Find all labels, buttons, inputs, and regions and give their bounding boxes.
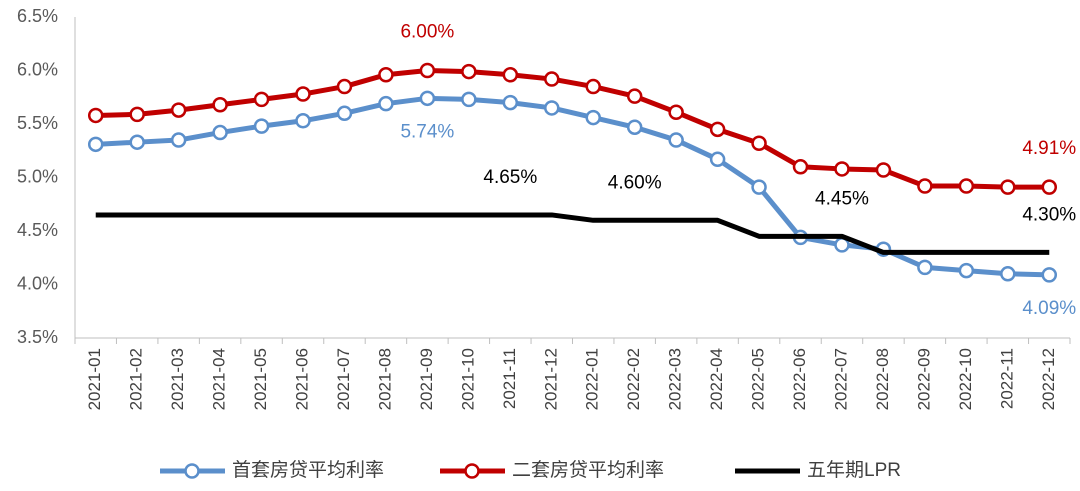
legend-label: 二套房贷平均利率 bbox=[512, 459, 664, 481]
point bbox=[87, 136, 104, 153]
point bbox=[170, 102, 187, 118]
point bbox=[295, 113, 311, 129]
legend-item: 首套房贷平均利率 bbox=[160, 459, 384, 481]
point bbox=[212, 96, 228, 113]
point bbox=[709, 121, 726, 138]
point bbox=[585, 78, 601, 95]
point bbox=[1000, 179, 1016, 195]
point bbox=[295, 86, 311, 102]
x-tick-label: 2021-12 bbox=[541, 348, 560, 410]
legend-marker bbox=[184, 463, 200, 479]
point bbox=[751, 135, 767, 152]
y-tick-label: 5.0% bbox=[17, 166, 58, 186]
x-tick-label: 2021-05 bbox=[251, 348, 270, 410]
x-tick-label: 2021-06 bbox=[293, 348, 312, 410]
x-tick-label: 2022-01 bbox=[583, 348, 602, 410]
x-tick-label: 2022-12 bbox=[1039, 348, 1058, 410]
point bbox=[668, 132, 684, 148]
point bbox=[626, 88, 643, 104]
point bbox=[502, 67, 519, 83]
y-tick-label: 6.0% bbox=[17, 59, 58, 79]
x-tick-label: 2021-09 bbox=[417, 348, 436, 410]
x-tick-label: 2021-11 bbox=[500, 348, 519, 409]
x-tick-label: 2022-11 bbox=[997, 348, 1016, 409]
y-tick-label: 4.5% bbox=[17, 220, 58, 240]
x-tick-label: 2021-04 bbox=[210, 348, 229, 410]
point bbox=[419, 62, 436, 79]
point bbox=[336, 105, 353, 122]
y-tick-label: 6.5% bbox=[17, 6, 58, 26]
point bbox=[461, 91, 477, 108]
data-label: 4.91% bbox=[1022, 138, 1076, 159]
data-label: 6.00% bbox=[400, 22, 454, 43]
x-tick-label: 2021-03 bbox=[168, 348, 187, 410]
series-line bbox=[95, 212, 1050, 255]
legend-item: 二套房贷平均利率 bbox=[440, 459, 664, 481]
point bbox=[1041, 267, 1058, 283]
point bbox=[212, 124, 228, 141]
x-tick-label: 2022-02 bbox=[624, 348, 643, 410]
x-tick-label: 2022-03 bbox=[666, 348, 685, 410]
x-tick-label: 2021-07 bbox=[334, 348, 353, 410]
legend-label: 五年期LPR bbox=[807, 459, 901, 481]
point bbox=[129, 106, 145, 123]
x-tick-label: 2021-08 bbox=[375, 348, 394, 410]
point bbox=[87, 107, 104, 124]
legend-item: 五年期LPR bbox=[735, 459, 901, 481]
series-line bbox=[95, 95, 1050, 278]
point bbox=[502, 94, 519, 111]
x-tick-label: 2022-04 bbox=[707, 348, 726, 410]
point bbox=[1041, 179, 1058, 195]
x-tick-label: 2022-07 bbox=[831, 348, 850, 410]
x-tick-label: 2022-05 bbox=[749, 348, 768, 410]
y-tick-label: 3.5% bbox=[17, 327, 58, 347]
point bbox=[668, 104, 684, 120]
point bbox=[626, 119, 643, 135]
data-label: 4.09% bbox=[1022, 298, 1076, 319]
point bbox=[1000, 266, 1016, 282]
point bbox=[378, 67, 394, 83]
point bbox=[958, 178, 975, 194]
point bbox=[253, 118, 270, 134]
x-tick-label: 2021-10 bbox=[458, 348, 477, 410]
point bbox=[336, 78, 353, 95]
y-tick-label: 5.5% bbox=[17, 113, 58, 133]
legend-marker bbox=[464, 463, 480, 479]
data-label: 4.45% bbox=[815, 188, 869, 209]
point bbox=[709, 151, 726, 168]
point bbox=[461, 63, 477, 80]
point bbox=[129, 134, 145, 150]
point bbox=[585, 109, 601, 126]
legend-label: 首套房贷平均利率 bbox=[232, 459, 384, 481]
x-tick-label: 2021-02 bbox=[127, 348, 146, 410]
point bbox=[917, 259, 933, 276]
point bbox=[544, 100, 560, 116]
point bbox=[378, 95, 394, 112]
x-tick-label: 2021-01 bbox=[85, 348, 104, 410]
data-label: 5.74% bbox=[400, 121, 454, 142]
point bbox=[544, 71, 560, 87]
x-tick-label: 2022-10 bbox=[956, 348, 975, 410]
point bbox=[751, 179, 767, 195]
point bbox=[253, 91, 270, 108]
x-tick-label: 2022-08 bbox=[873, 348, 892, 410]
data-label: 4.65% bbox=[483, 167, 537, 188]
y-tick-label: 4.0% bbox=[17, 273, 58, 293]
point bbox=[875, 162, 892, 178]
point bbox=[792, 159, 809, 175]
point bbox=[170, 132, 187, 148]
point bbox=[834, 161, 850, 177]
x-tick-label: 2022-06 bbox=[790, 348, 809, 410]
point bbox=[917, 178, 933, 194]
point bbox=[419, 90, 436, 107]
data-label: 4.30% bbox=[1022, 204, 1076, 225]
point bbox=[958, 262, 975, 279]
x-tick-label: 2022-09 bbox=[914, 348, 933, 410]
data-label: 4.60% bbox=[608, 172, 662, 193]
